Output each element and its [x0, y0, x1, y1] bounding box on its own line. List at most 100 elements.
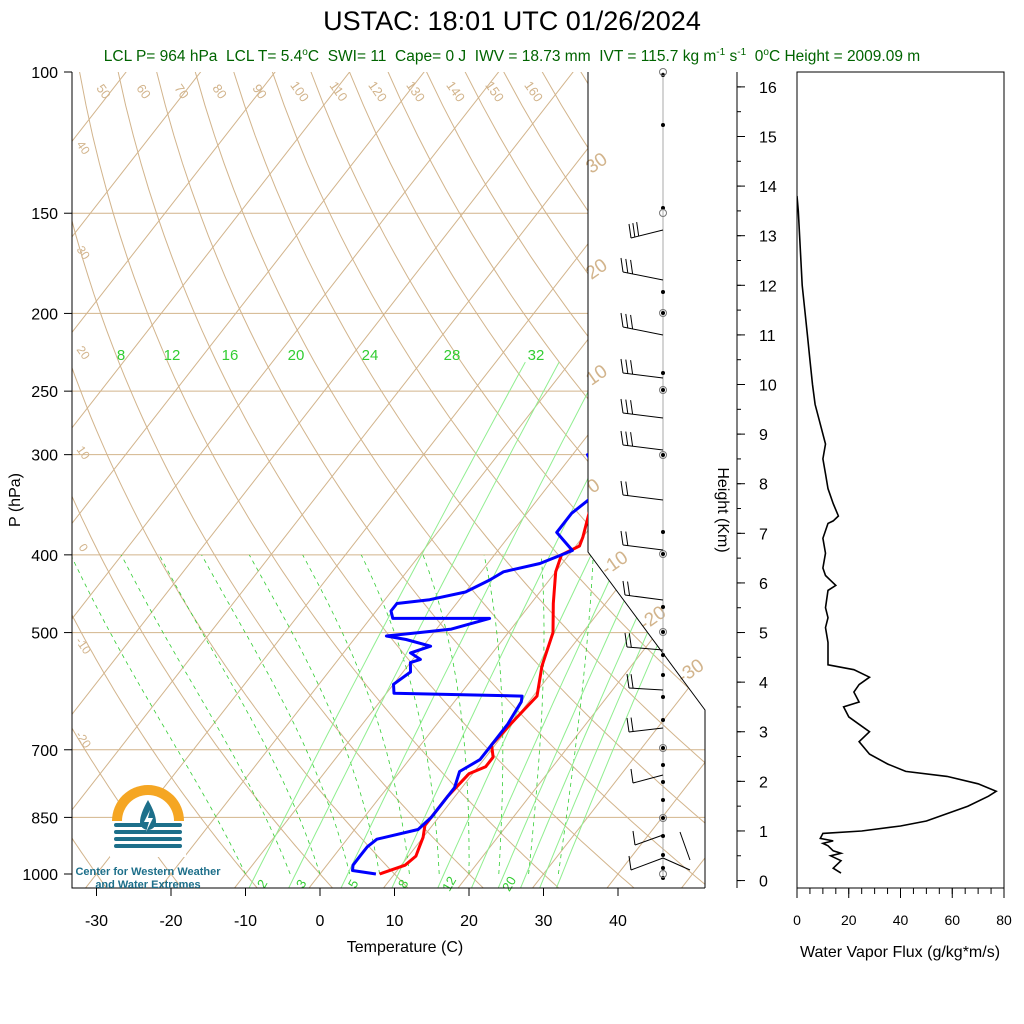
dry-adiabat-label: 130: [403, 78, 428, 104]
wind-level-dot: [661, 816, 665, 820]
dry-adiabat-label: 50: [93, 81, 114, 101]
isotherm-line: [72, 72, 156, 888]
wind-barb-feather: [620, 257, 624, 273]
wind-barb-feather: [630, 432, 634, 447]
height-tick-label: 12: [759, 278, 777, 295]
wind-level-dot: [661, 605, 665, 609]
moist-adiabat-line: [120, 554, 291, 875]
cw3e-logo: [110, 785, 186, 857]
dry-adiabat-label: 140: [443, 78, 468, 104]
height-axis-label: Height (Km): [714, 467, 731, 552]
wind-barb-feather: [628, 633, 632, 648]
wind-barb-shaft: [622, 444, 664, 451]
wind-level-dot: [661, 866, 665, 870]
wind-barb-feather: [624, 632, 628, 648]
isotherm-label-right: -30: [674, 655, 709, 688]
isotherm-line: [754, 35, 1024, 891]
ivt-exponent-1: -1: [716, 47, 726, 58]
wind-level-dot: [661, 653, 665, 657]
temperature-tick-label: 0: [316, 913, 325, 930]
moist-adiabat-line: [302, 554, 410, 875]
height-tick-label: 5: [759, 626, 768, 643]
isotherm-label-left: -20: [73, 729, 95, 752]
wind-barb-feather: [620, 398, 624, 414]
temperature-tick-label: -30: [85, 913, 108, 930]
dry-adiabat-line: [559, 72, 705, 888]
dry-adiabat-line: [447, 72, 705, 888]
dry-adiabat-line: [260, 72, 705, 888]
skewt-frame: [71, 72, 706, 889]
isotherm-label-left: 0: [76, 541, 91, 555]
isotherm-line: [72, 72, 677, 888]
isotherm-line: [529, 72, 705, 888]
dry-adiabat-label: 80: [209, 81, 230, 101]
dry-adiabat-label: 160: [521, 78, 546, 104]
flux-tick-label: 0: [793, 912, 801, 928]
wind-barb-shaft: [622, 412, 664, 419]
wind-level-dot: [661, 673, 665, 677]
flux-tick-label: 40: [893, 912, 909, 928]
dry-adiabat-label: 120: [365, 78, 390, 104]
wind-barb-shaft: [622, 372, 664, 379]
mixing-ratio-label-top: 16: [222, 347, 239, 364]
calm-circle: [659, 744, 667, 752]
temperature-tick-label: -20: [159, 913, 182, 930]
isotherm-label-right: -10: [598, 547, 633, 580]
dry-adiabat-label: 150: [482, 78, 507, 104]
dry-adiabat-line: [72, 72, 261, 888]
isotherm-label-right: 10: [582, 361, 611, 390]
wind-barb-feather: [630, 259, 634, 274]
height-tick-label: 14: [759, 179, 777, 196]
mixing-ratio-line: [286, 361, 560, 888]
wind-level-dot: [661, 746, 665, 750]
wind-level-dot: [661, 763, 665, 767]
wind-barb-feather: [630, 360, 634, 375]
pressure-tick-label: 100: [31, 65, 58, 82]
dry-adiabat-line: [596, 72, 705, 888]
wind-barb-feather: [625, 399, 629, 414]
logo-caption-line-2: and Water Extremes: [95, 879, 201, 891]
wind-barb-feather: [630, 400, 634, 415]
dry-adiabat-label: 110: [327, 79, 351, 105]
dry-adiabat-line: [185, 72, 705, 888]
isotherm-line: [82, 72, 705, 888]
wind-barb-feather: [625, 431, 629, 446]
pressure-tick-label: 250: [31, 384, 58, 401]
calm-circle: [659, 814, 667, 822]
wind-level-dot: [661, 371, 665, 375]
wind-barb-shaft: [622, 544, 664, 551]
wind-barb-feather: [622, 580, 626, 596]
pressure-tick-label: 850: [31, 810, 58, 827]
dry-adiabat-line: [72, 72, 487, 888]
mixing-ratio-label-top: 20: [288, 347, 305, 364]
isotherm-line: [72, 72, 305, 888]
skewt-right-border: [587, 72, 706, 888]
wind-barb-feather: [620, 480, 624, 496]
wind-barb-feather: [630, 768, 634, 784]
isotherm-line: [678, 72, 705, 888]
dry-adiabat-line: [334, 72, 705, 888]
dry-adiabat-line: [110, 72, 638, 888]
flux-tick-label: 80: [996, 912, 1012, 928]
isotherm-label-left: 10: [74, 443, 93, 462]
height-tick-label: 0: [759, 874, 768, 891]
wind-level-dot: [661, 630, 665, 634]
isotherm-line: [0, 35, 6, 891]
wind-barb-shaft: [634, 834, 664, 846]
wind-barb-feather: [630, 314, 634, 329]
wind-level-dot: [661, 206, 665, 210]
skewt-grid: [0, 35, 1024, 891]
dry-adiabat-line: [710, 35, 1024, 891]
dry-adiabat-label: 100: [287, 78, 312, 104]
mixing-ratio-line: [339, 361, 605, 888]
logo-bolt-icon: [144, 810, 153, 832]
mixing-ratio-label-top: 8: [117, 347, 125, 364]
wind-barb-shaft: [630, 229, 664, 239]
mixing-ratio-label-bottom: 2: [254, 877, 271, 891]
mixing-ratio-label-top: 32: [528, 347, 545, 364]
lcl-temperature-unit: C: [307, 48, 320, 66]
wind-barb-feather: [625, 359, 629, 374]
wind-barb-feather: [628, 855, 632, 871]
dry-adiabat-line: [671, 72, 705, 888]
temperature-tick-label: -10: [234, 913, 257, 930]
